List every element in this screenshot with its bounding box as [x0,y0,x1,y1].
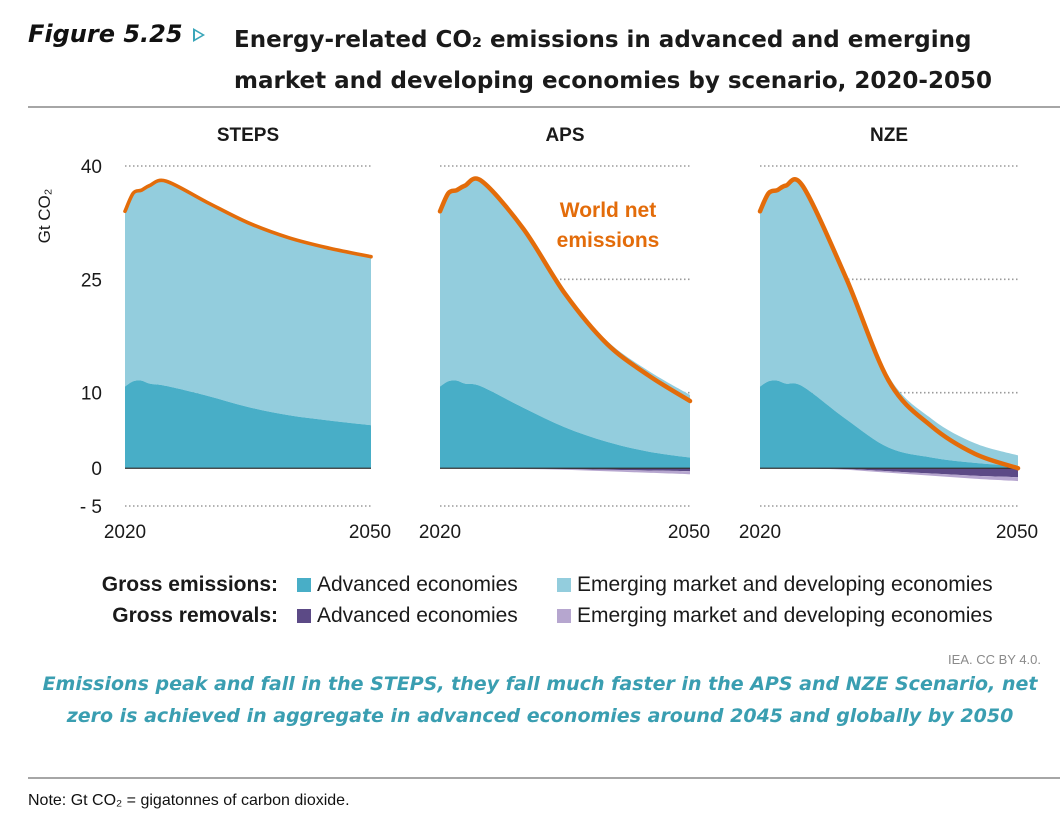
panel-nze-area-advanced-emissions [760,380,1018,469]
figure-caption: Emissions peak and fall in the STEPS, th… [42,673,1038,727]
panel-aps-net-emissions-line [437,176,693,404]
legend-swatch-emde-emissions [557,578,571,592]
panel-aps-area-emde-emissions [440,178,690,458]
figure-title: Energy-related CO₂ emissions in advanced… [234,27,992,94]
legend-item-advanced-removals: Advanced economies [297,604,518,628]
triangle-arrow-icon [193,28,205,42]
top-divider [28,106,1060,108]
legend-text-emde-emissions: Emerging market and developing economies [577,573,993,596]
legend-item-emde-emissions: Emerging market and developing economies [557,573,993,597]
panel-nze-xtick-end: 2050 [996,522,1038,543]
legend-text-advanced-emissions: Advanced economies [317,573,518,596]
panel-steps-xtick-start: 2020 [104,522,146,543]
emissions-chart: STEPS 2020 2050 APS 2020 2050 World net emissio… [35,125,1038,543]
y-tick-label-0: 40 [81,157,102,178]
license-credit: IEA. CC BY 4.0. [948,652,1041,667]
y-tick-label-4: - 5 [80,497,102,518]
legend-label-gross-removals: Gross removals: [112,604,278,627]
legend-label-gross-emissions: Gross emissions: [101,573,278,596]
panel-nze-area-emde-emissions [760,179,1018,466]
panel-nze-area-advanced-removals [760,468,1018,478]
figure-label: Figure 5.25 [28,20,183,48]
panel-aps-area-advanced-removals [440,468,690,472]
y-tick-label-2: 10 [81,384,102,405]
figure-note: Note: Gt CO₂ = gigatonnes of carbon diox… [28,792,350,809]
bottom-divider [28,777,1060,779]
panel-nze-xtick-start: 2020 [739,522,781,543]
y-tick-label-3: 0 [91,459,102,480]
panel-steps-area-emde-emissions [125,180,371,426]
panel-aps-xtick-start: 2020 [419,522,461,543]
legend-item-emde-removals: Emerging market and developing economies [557,604,993,628]
panel-aps-area-emde-removals [440,468,690,475]
legend-swatch-advanced-emissions [297,578,311,592]
panel-steps-title: STEPS [217,125,279,146]
panel-aps-xtick-end: 2050 [668,522,710,543]
panel-nze-title: NZE [870,125,908,146]
panel-steps-net-emissions-line [123,178,373,259]
panel-aps-title: APS [545,125,584,146]
panel-nze-net-emissions-line [757,177,1021,471]
legend-text-advanced-removals: Advanced economies [317,604,518,627]
panel-aps-annotation-line-1: emissions [557,229,660,252]
y-tick-label-1: 25 [81,270,102,291]
legend-row-gross-removals: Gross removals: Advanced economies Emerg… [0,604,1063,632]
y-axis-label: Gt CO₂ [35,189,54,244]
panel-steps-xtick-end: 2050 [349,522,391,543]
panel-steps-area-advanced-emissions [125,380,371,469]
legend-text-emde-removals: Emerging market and developing economies [577,604,993,627]
panel-aps-area-advanced-emissions [440,380,690,469]
legend-row-gross-emissions: Gross emissions: Advanced economies Emer… [0,573,1063,601]
legend-swatch-advanced-removals [297,609,311,623]
panel-aps-annotation-line-0: World net [560,199,656,222]
legend-item-advanced-emissions: Advanced economies [297,573,518,597]
legend-swatch-emde-removals [557,609,571,623]
